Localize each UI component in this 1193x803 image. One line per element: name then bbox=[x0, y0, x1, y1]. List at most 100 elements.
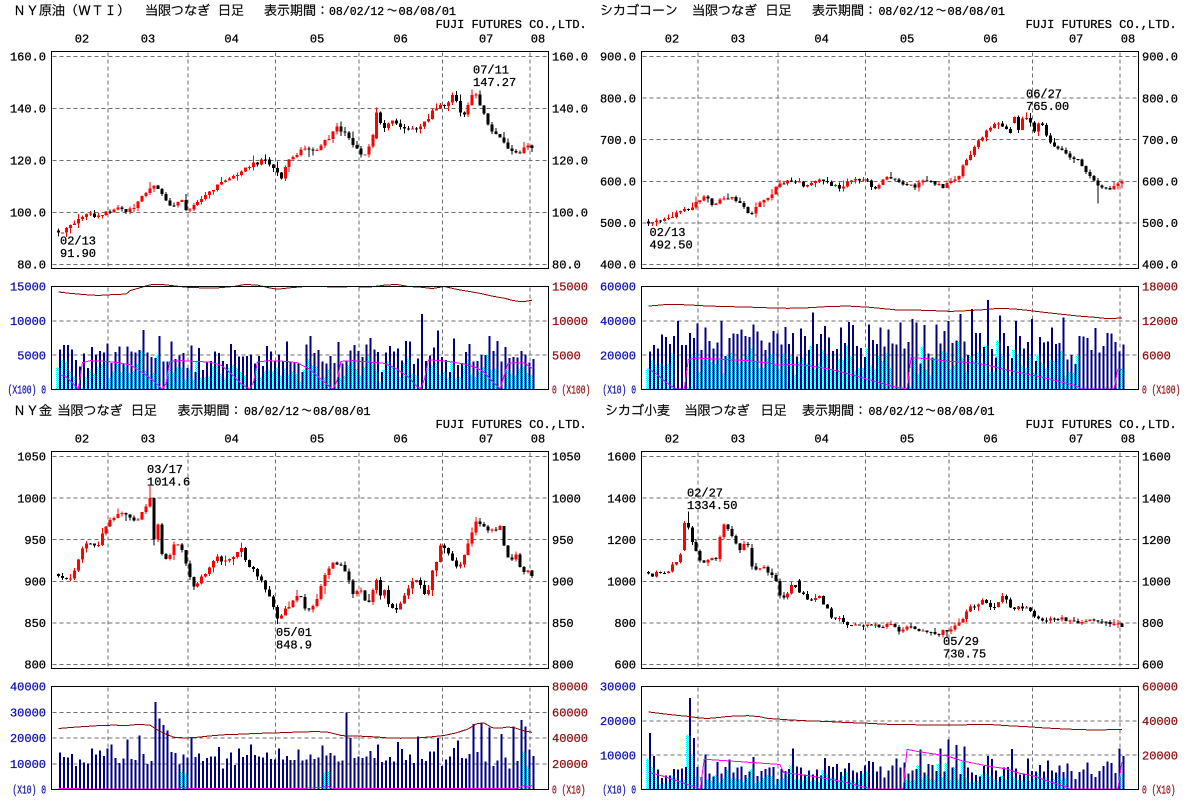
svg-text:700.0: 700.0 bbox=[1142, 134, 1178, 148]
svg-text:02: 02 bbox=[75, 33, 89, 47]
svg-text:03: 03 bbox=[731, 33, 745, 47]
svg-text:08/02/12: 08/02/12 bbox=[244, 406, 299, 419]
svg-text:FUJI FUTURES CO.,LTD.: FUJI FUTURES CO.,LTD. bbox=[436, 18, 587, 32]
svg-text:08/02/12: 08/02/12 bbox=[869, 406, 924, 419]
svg-text:05: 05 bbox=[310, 33, 324, 47]
svg-text:160.0: 160.0 bbox=[10, 51, 46, 65]
svg-text:600: 600 bbox=[1142, 659, 1164, 673]
svg-text:40000: 40000 bbox=[1142, 715, 1178, 729]
svg-text:08/02/12: 08/02/12 bbox=[879, 6, 934, 19]
svg-text:02: 02 bbox=[665, 33, 679, 47]
svg-text:140.0: 140.0 bbox=[552, 103, 588, 117]
svg-text:120.0: 120.0 bbox=[10, 155, 46, 169]
svg-text:40000: 40000 bbox=[10, 681, 46, 695]
svg-text:147.27: 147.27 bbox=[473, 76, 516, 90]
svg-text:05/01: 05/01 bbox=[276, 626, 312, 640]
svg-text:765.00: 765.00 bbox=[1026, 100, 1069, 114]
svg-text:0 (X10): 0 (X10) bbox=[1142, 784, 1176, 798]
svg-text:400.0: 400.0 bbox=[600, 259, 636, 273]
svg-text:08: 08 bbox=[531, 33, 545, 47]
svg-text:FUJI FUTURES CO.,LTD.: FUJI FUTURES CO.,LTD. bbox=[1026, 18, 1177, 32]
svg-text:100.0: 100.0 bbox=[10, 207, 46, 221]
svg-text:1600: 1600 bbox=[1142, 451, 1171, 465]
svg-text:850: 850 bbox=[552, 617, 574, 631]
svg-text:950: 950 bbox=[552, 534, 574, 548]
svg-text:03: 03 bbox=[731, 433, 745, 447]
svg-text:800: 800 bbox=[1142, 617, 1164, 631]
svg-text:80.0: 80.0 bbox=[17, 259, 46, 273]
svg-text:950: 950 bbox=[24, 534, 46, 548]
svg-text:1200: 1200 bbox=[1142, 534, 1171, 548]
svg-text:FUJI FUTURES CO.,LTD.: FUJI FUTURES CO.,LTD. bbox=[436, 418, 587, 432]
svg-text:80000: 80000 bbox=[552, 681, 588, 695]
svg-text:6000: 6000 bbox=[1142, 349, 1171, 363]
svg-text:500.0: 500.0 bbox=[1142, 217, 1178, 231]
svg-text:850: 850 bbox=[24, 617, 46, 631]
svg-text:900.0: 900.0 bbox=[1142, 51, 1178, 65]
svg-text:140.0: 140.0 bbox=[10, 103, 46, 117]
svg-text:18000: 18000 bbox=[1142, 281, 1178, 295]
svg-text:05: 05 bbox=[310, 433, 324, 447]
svg-text:04: 04 bbox=[224, 433, 238, 447]
svg-text:03/17: 03/17 bbox=[147, 463, 183, 477]
svg-text:400.0: 400.0 bbox=[1142, 259, 1178, 273]
svg-text:600.0: 600.0 bbox=[600, 176, 636, 190]
svg-text:10000: 10000 bbox=[10, 758, 46, 772]
svg-text:40000: 40000 bbox=[552, 732, 588, 746]
svg-text:800: 800 bbox=[24, 659, 46, 673]
svg-text:15000: 15000 bbox=[552, 281, 588, 295]
svg-text:(X10) 0: (X10) 0 bbox=[12, 784, 46, 798]
svg-text:800: 800 bbox=[614, 617, 636, 631]
svg-text:FUJI FUTURES CO.,LTD.: FUJI FUTURES CO.,LTD. bbox=[1026, 418, 1177, 432]
svg-text:06: 06 bbox=[983, 433, 997, 447]
svg-text:07: 07 bbox=[479, 33, 493, 47]
svg-text:1200: 1200 bbox=[607, 534, 636, 548]
svg-text:15000: 15000 bbox=[10, 281, 46, 295]
svg-text:02/27: 02/27 bbox=[687, 487, 723, 501]
svg-text:03: 03 bbox=[141, 33, 155, 47]
svg-text:08/08/01: 08/08/01 bbox=[937, 405, 995, 419]
svg-text:08/02/12: 08/02/12 bbox=[329, 6, 384, 19]
svg-text:730.75: 730.75 bbox=[943, 648, 986, 662]
svg-text:08: 08 bbox=[1121, 33, 1135, 47]
svg-text:60000: 60000 bbox=[552, 706, 588, 720]
svg-text:900: 900 bbox=[552, 576, 574, 590]
svg-text:1600: 1600 bbox=[607, 451, 636, 465]
svg-text:1334.50: 1334.50 bbox=[687, 499, 737, 513]
svg-text:1400: 1400 bbox=[1142, 492, 1171, 506]
svg-text:60000: 60000 bbox=[1142, 681, 1178, 695]
svg-text:07/11: 07/11 bbox=[473, 64, 509, 78]
svg-text:30000: 30000 bbox=[600, 681, 636, 695]
svg-text:05: 05 bbox=[900, 33, 914, 47]
svg-text:1400: 1400 bbox=[607, 492, 636, 506]
svg-text:5000: 5000 bbox=[17, 349, 46, 363]
svg-text:12000: 12000 bbox=[1142, 315, 1178, 329]
svg-text:900: 900 bbox=[24, 576, 46, 590]
svg-text:03: 03 bbox=[141, 433, 155, 447]
svg-text:08/08/01: 08/08/01 bbox=[313, 405, 371, 419]
svg-text:20000: 20000 bbox=[10, 732, 46, 746]
svg-text:06: 06 bbox=[393, 33, 407, 47]
svg-text:0 (X10): 0 (X10) bbox=[552, 784, 586, 798]
svg-text:1000: 1000 bbox=[17, 492, 46, 506]
svg-text:60000: 60000 bbox=[600, 281, 636, 295]
svg-text:02: 02 bbox=[665, 433, 679, 447]
svg-text:08: 08 bbox=[1121, 433, 1135, 447]
svg-text:900.0: 900.0 bbox=[600, 51, 636, 65]
svg-text:04: 04 bbox=[814, 433, 828, 447]
svg-text:80.0: 80.0 bbox=[552, 259, 581, 273]
svg-text:40000: 40000 bbox=[600, 315, 636, 329]
svg-text:1050: 1050 bbox=[17, 451, 46, 465]
svg-text:800: 800 bbox=[552, 659, 574, 673]
svg-text:08/08/01: 08/08/01 bbox=[399, 5, 457, 19]
svg-text:07: 07 bbox=[1069, 433, 1083, 447]
svg-text:(X10) 0: (X10) 0 bbox=[602, 384, 636, 398]
svg-text:08: 08 bbox=[531, 433, 545, 447]
svg-text:04: 04 bbox=[224, 33, 238, 47]
svg-text:492.50: 492.50 bbox=[650, 239, 693, 253]
svg-text:20000: 20000 bbox=[600, 715, 636, 729]
svg-text:1050: 1050 bbox=[552, 451, 581, 465]
svg-text:(X100) 0: (X100) 0 bbox=[8, 384, 46, 398]
svg-text:20000: 20000 bbox=[552, 758, 588, 772]
svg-text:91.90: 91.90 bbox=[60, 247, 96, 261]
